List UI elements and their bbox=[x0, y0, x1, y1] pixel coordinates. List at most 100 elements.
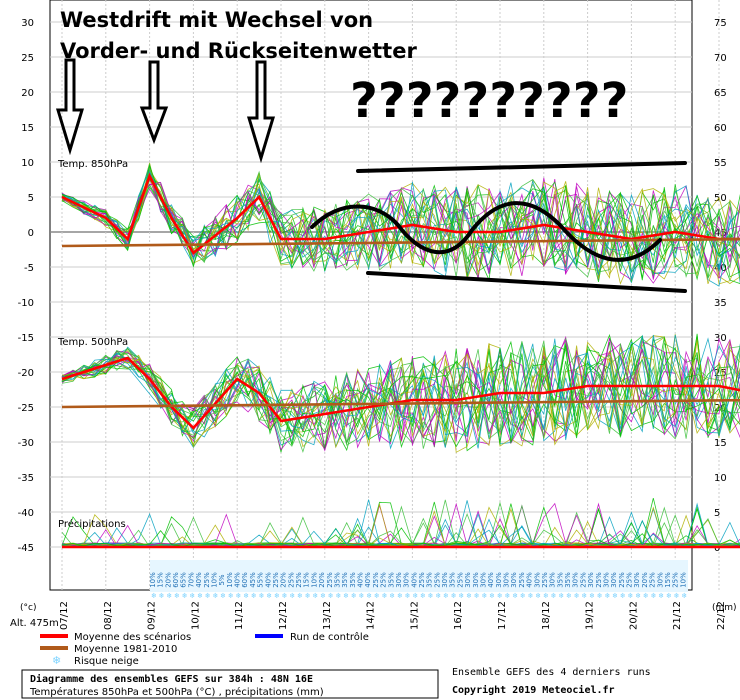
x-tick-label: 19/12 bbox=[585, 601, 596, 630]
annotation-trend-lines bbox=[310, 161, 687, 293]
snowflake-icon: ❄ bbox=[558, 592, 564, 600]
snow-risk-value: 60% bbox=[241, 572, 249, 588]
snowflake-icon: ❄ bbox=[458, 592, 464, 600]
snow-risk-value: 10% bbox=[226, 572, 234, 588]
y-tick-label-right: 70 bbox=[714, 53, 727, 64]
series-climate-500hPa bbox=[61, 398, 740, 409]
snow-risk-value: 35% bbox=[333, 572, 341, 588]
snow-risk-value: 5% bbox=[218, 574, 226, 585]
snowflake-icon: ❄ bbox=[212, 592, 218, 600]
snowflake-icon: ❄ bbox=[528, 592, 534, 600]
x-tick-label: 09/12 bbox=[147, 601, 158, 630]
y-tick-label-right: 50 bbox=[714, 193, 727, 204]
footer-subtitle: Températures 850hPa et 500hPa (°C) , pré… bbox=[29, 686, 324, 698]
y-tick-label-left: 10 bbox=[21, 158, 34, 169]
snow-risk-value: 35% bbox=[556, 572, 564, 588]
upper-trend-line bbox=[356, 161, 687, 173]
x-tick-label: 16/12 bbox=[453, 601, 464, 630]
snow-risk-value: 30% bbox=[464, 572, 472, 588]
snowflake-icon: ❄ bbox=[236, 592, 242, 600]
snow-risk-value: 25% bbox=[618, 572, 626, 588]
snowflake-icon: ❄ bbox=[566, 592, 572, 600]
snowflake-icon: ❄ bbox=[466, 592, 472, 600]
label-precip: Précipitations bbox=[58, 518, 126, 530]
snow-risk-value: 25% bbox=[272, 572, 280, 588]
snow-risk-value: 40% bbox=[357, 572, 365, 588]
snow-risk-value: 15% bbox=[664, 572, 672, 588]
annotation-arrows bbox=[55, 58, 276, 164]
snowflake-icon: ❄ bbox=[574, 592, 580, 600]
snowflake-icon: ❄ bbox=[620, 592, 626, 600]
down-arrow-icon bbox=[246, 60, 276, 164]
snow-risk-value: 10% bbox=[310, 572, 318, 588]
snow-risk-value: 25% bbox=[579, 572, 587, 588]
legend: Moyenne des scénarios Run de contrôle Mo… bbox=[40, 631, 369, 667]
snow-risk-value: 65% bbox=[180, 572, 188, 588]
unit-right: (mm) bbox=[712, 603, 737, 613]
y-tick-label-left: 0 bbox=[28, 228, 34, 239]
snowflake-icon: ❄ bbox=[551, 592, 557, 600]
snow-risk-value: 40% bbox=[364, 572, 372, 588]
snow-risk-row: 10%❄15%❄20%❄60%❄65%❄70%❄40%❄25%❄10%❄5%❄1… bbox=[149, 560, 688, 600]
footer-ensemble: Ensemble GEFS des 4 derniers runs bbox=[452, 667, 651, 678]
y-tick-label-left: 15 bbox=[21, 123, 34, 134]
annotation-title-1: Westdrift mit Wechsel von bbox=[60, 8, 373, 32]
snowflake-icon: ❄ bbox=[628, 592, 634, 600]
snow-risk-value: 40% bbox=[264, 572, 272, 588]
series-mean-850hPa bbox=[61, 172, 740, 255]
snowflake-icon: ❄ bbox=[366, 592, 372, 600]
footer-title: Diagramme des ensembles GEFS sur 384h : … bbox=[30, 673, 313, 685]
snow-risk-value: 30% bbox=[495, 572, 503, 588]
snow-risk-value: 70% bbox=[187, 572, 195, 588]
altitude-label: Alt. 475m bbox=[10, 618, 59, 629]
snow-risk-value: 25% bbox=[541, 572, 549, 588]
label-t500: Temp. 500hPa bbox=[57, 337, 128, 348]
legend-snow: Risque neige bbox=[74, 656, 139, 667]
snowflake-icon: ❄ bbox=[597, 592, 603, 600]
snow-risk-value: 30% bbox=[533, 572, 541, 588]
y-tick-label-right: 55 bbox=[714, 158, 727, 169]
snowflake-icon: ❄ bbox=[228, 592, 234, 600]
y-tick-label-left: -30 bbox=[18, 438, 34, 449]
snowflake-icon: ❄ bbox=[505, 592, 511, 600]
x-tick-label: 13/12 bbox=[322, 601, 333, 630]
snowflake-icon: ❄ bbox=[428, 592, 434, 600]
snow-risk-value: 20% bbox=[641, 572, 649, 588]
unit-left: (°c) bbox=[20, 603, 36, 613]
snow-risk-value: 25% bbox=[518, 572, 526, 588]
legend-control: Run de contrôle bbox=[290, 631, 369, 643]
mean-lines bbox=[61, 172, 740, 549]
legend-mean: Moyenne des scénarios bbox=[74, 631, 191, 643]
y-tick-label-left: 20 bbox=[21, 88, 34, 99]
snowflake-icon: ❄ bbox=[274, 592, 280, 600]
snow-risk-value: 20% bbox=[318, 572, 326, 588]
x-tick-label: 15/12 bbox=[409, 601, 420, 630]
snow-risk-value: 25% bbox=[456, 572, 464, 588]
y-tick-label-left: 30 bbox=[21, 18, 34, 29]
legend-climate: Moyenne 1981-2010 bbox=[74, 644, 177, 655]
snow-risk-value: 25% bbox=[672, 572, 680, 588]
snow-risk-value: 35% bbox=[341, 572, 349, 588]
snow-risk-value: 35% bbox=[349, 572, 357, 588]
x-tick-label: 18/12 bbox=[541, 601, 552, 630]
snow-risk-value: 40% bbox=[526, 572, 534, 588]
snowflake-icon: ❄ bbox=[635, 592, 641, 600]
snowflake-icon: ❄ bbox=[205, 592, 211, 600]
snow-risk-value: 30% bbox=[610, 572, 618, 588]
y-tick-label-left: -5 bbox=[24, 263, 34, 274]
snowflake-icon: ❄ bbox=[382, 592, 388, 600]
snow-risk-band bbox=[150, 560, 688, 592]
snowflake-icon: ❄ bbox=[481, 592, 487, 600]
x-tick-label: 07/12 bbox=[59, 601, 70, 630]
snowflake-icon: ❄ bbox=[489, 592, 495, 600]
series-climate-850hPa bbox=[61, 237, 740, 248]
snowflake-icon: ❄ bbox=[328, 592, 334, 600]
x-tick-label: 08/12 bbox=[103, 601, 114, 630]
snow-risk-value: 40% bbox=[195, 572, 203, 588]
y-tick-label-left: -20 bbox=[18, 368, 34, 379]
snow-risk-value: 25% bbox=[287, 572, 295, 588]
snow-risk-value: 40% bbox=[410, 572, 418, 588]
snowflake-icon: ❄ bbox=[389, 592, 395, 600]
snowflake-icon: ❄ bbox=[320, 592, 326, 600]
